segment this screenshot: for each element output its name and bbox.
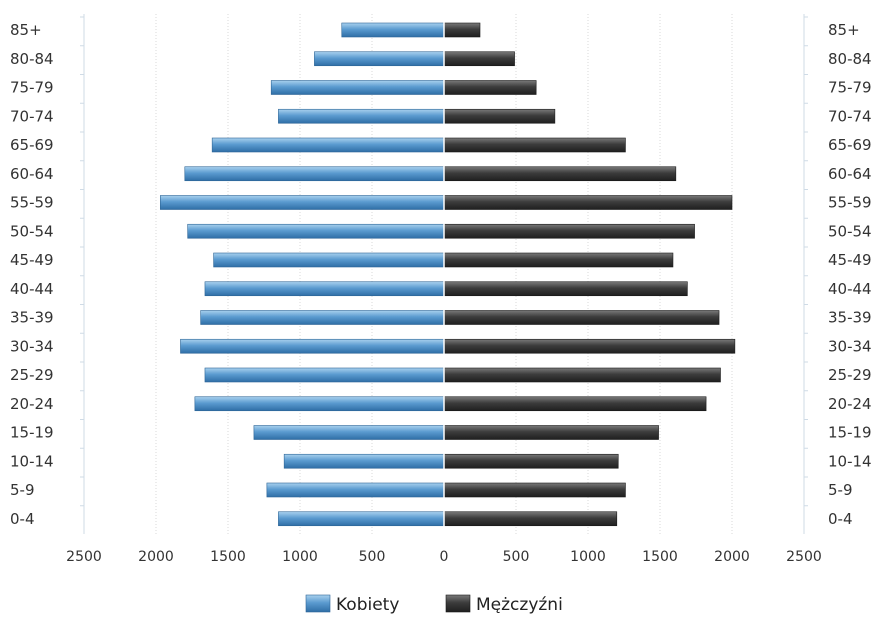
category-label-left: 10-14 bbox=[10, 452, 54, 470]
legend-label: Kobiety bbox=[336, 595, 399, 615]
bar-kobiety-15-19 bbox=[253, 425, 445, 440]
bar-kobiety-30-34 bbox=[180, 338, 445, 354]
category-label-left: 80-84 bbox=[10, 50, 54, 68]
category-label-left: 60-64 bbox=[10, 165, 54, 183]
x-tick-label: 1000 bbox=[570, 549, 606, 565]
bar-mezczyzni-85+ bbox=[443, 22, 481, 38]
category-label-right: 15-19 bbox=[828, 424, 872, 442]
bar-mezczyzni-65-69 bbox=[443, 137, 626, 153]
bar-mezczyzni-80-84 bbox=[443, 51, 515, 67]
category-label-right: 80-84 bbox=[828, 50, 872, 68]
category-label-right: 70-74 bbox=[828, 107, 872, 125]
x-tick-label: 1500 bbox=[210, 549, 246, 565]
x-tick-label: 2000 bbox=[714, 549, 750, 565]
category-label-left: 15-19 bbox=[10, 424, 54, 442]
x-tick-label: 0 bbox=[440, 549, 449, 565]
bar-mezczyzni-0-4 bbox=[443, 511, 618, 527]
legend-label: Mężczyźni bbox=[476, 595, 563, 615]
bar-mezczyzni-50-54 bbox=[443, 223, 695, 239]
bar-mezczyzni-45-49 bbox=[443, 252, 674, 268]
category-label-right: 65-69 bbox=[828, 136, 872, 154]
category-label-left: 70-74 bbox=[10, 107, 54, 125]
bar-kobiety-80-84 bbox=[314, 51, 445, 67]
category-label-right: 45-49 bbox=[828, 251, 872, 269]
bar-kobiety-35-39 bbox=[200, 310, 445, 325]
category-label-left: 65-69 bbox=[10, 136, 54, 154]
category-label-left: 30-34 bbox=[10, 337, 54, 355]
category-label-left: 85+ bbox=[10, 21, 42, 39]
x-tick-label: 1000 bbox=[282, 549, 318, 565]
category-label-left: 55-59 bbox=[10, 194, 54, 212]
category-label-left: 20-24 bbox=[10, 395, 54, 413]
bars bbox=[160, 20, 736, 528]
legend-swatch bbox=[305, 594, 331, 613]
bar-mezczyzni-40-44 bbox=[443, 281, 688, 297]
bar-mezczyzni-70-74 bbox=[443, 108, 556, 124]
bar-mezczyzni-5-9 bbox=[443, 482, 626, 498]
bar-kobiety-0-4 bbox=[278, 511, 445, 527]
bar-mezczyzni-75-79 bbox=[443, 80, 537, 95]
bar-kobiety-25-29 bbox=[204, 367, 445, 383]
x-tick-label: 2000 bbox=[138, 549, 174, 565]
x-tick-label: 500 bbox=[503, 549, 530, 565]
legend: Kobiety Mężczyźni bbox=[305, 594, 563, 615]
category-label-right: 55-59 bbox=[828, 194, 872, 212]
category-label-left: 25-29 bbox=[10, 366, 54, 384]
bar-kobiety-85+ bbox=[341, 22, 445, 38]
category-label-right: 75-79 bbox=[828, 79, 872, 97]
category-label-left: 5-9 bbox=[10, 481, 35, 499]
x-tick-label: 1500 bbox=[642, 549, 678, 565]
bar-kobiety-75-79 bbox=[270, 80, 445, 95]
bar-kobiety-10-14 bbox=[283, 453, 445, 469]
category-label-left: 45-49 bbox=[10, 251, 54, 269]
bar-kobiety-55-59 bbox=[160, 195, 445, 210]
category-label-right: 10-14 bbox=[828, 452, 872, 470]
bar-kobiety-5-9 bbox=[266, 482, 445, 498]
category-label-left: 50-54 bbox=[10, 222, 54, 240]
bar-mezczyzni-25-29 bbox=[443, 367, 721, 383]
x-tick-label: 500 bbox=[359, 549, 386, 565]
bar-kobiety-20-24 bbox=[194, 396, 445, 412]
category-label-right: 25-29 bbox=[828, 366, 872, 384]
bar-mezczyzni-55-59 bbox=[443, 195, 733, 210]
bar-mezczyzni-15-19 bbox=[443, 425, 659, 440]
x-tick-label: 2500 bbox=[786, 549, 822, 565]
category-label-left: 75-79 bbox=[10, 79, 54, 97]
bar-mezczyzni-10-14 bbox=[443, 453, 619, 469]
category-label-right: 0-4 bbox=[828, 510, 853, 528]
bar-kobiety-70-74 bbox=[278, 108, 445, 124]
category-label-left: 40-44 bbox=[10, 280, 54, 298]
category-label-left: 35-39 bbox=[10, 309, 54, 327]
category-label-right: 35-39 bbox=[828, 309, 872, 327]
legend-swatch bbox=[445, 594, 471, 613]
bar-kobiety-45-49 bbox=[213, 252, 445, 268]
category-label-right: 50-54 bbox=[828, 222, 872, 240]
bar-mezczyzni-20-24 bbox=[443, 396, 707, 412]
x-tick-labels: 2500 2000 1500 1000 500 0 500 1000 1500 2000 2500 bbox=[66, 549, 822, 565]
category-label-left: 0-4 bbox=[10, 510, 35, 528]
category-label-right: 5-9 bbox=[828, 481, 853, 499]
bar-mezczyzni-35-39 bbox=[443, 310, 720, 325]
category-label-right: 85+ bbox=[828, 21, 860, 39]
bar-mezczyzni-60-64 bbox=[443, 166, 677, 182]
category-label-right: 30-34 bbox=[828, 337, 872, 355]
bar-kobiety-60-64 bbox=[184, 166, 445, 182]
category-label-right: 40-44 bbox=[828, 280, 872, 298]
category-label-right: 60-64 bbox=[828, 165, 872, 183]
bar-kobiety-65-69 bbox=[211, 137, 445, 153]
category-label-right: 20-24 bbox=[828, 395, 872, 413]
bar-mezczyzni-30-34 bbox=[443, 338, 736, 354]
axes bbox=[80, 14, 808, 534]
bar-kobiety-50-54 bbox=[187, 223, 445, 239]
bar-kobiety-40-44 bbox=[204, 281, 445, 297]
category-labels: 85+ 85+ 80-84 80-84 75-79 75-79 70-74 70-74 65-6… bbox=[10, 21, 872, 528]
x-tick-label: 2500 bbox=[66, 549, 102, 565]
